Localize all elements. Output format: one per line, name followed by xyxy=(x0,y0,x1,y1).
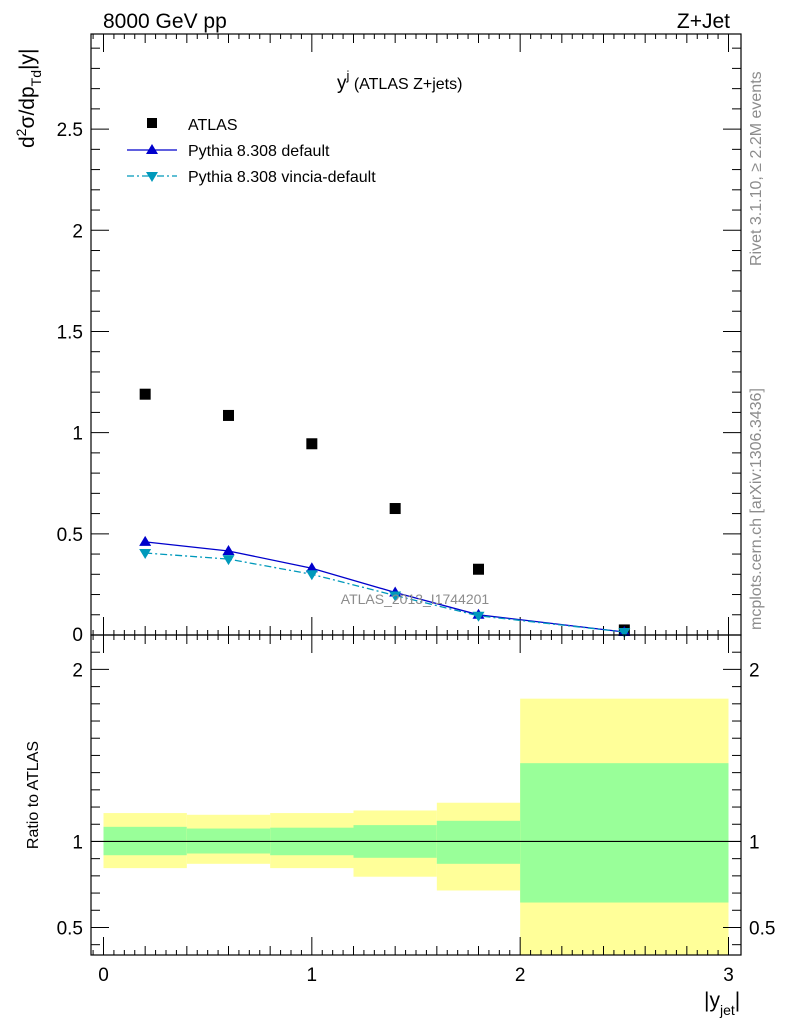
main-y-ticks: 0.5 1 1.5 2 2.5 0 xyxy=(57,47,741,646)
data-point-atlas xyxy=(139,388,151,400)
main-marks xyxy=(139,388,631,638)
legend: ATLAS Pythia 8.308 default Pythia 8.308 … xyxy=(127,117,376,186)
main-y-tick-label: 1 xyxy=(72,424,83,445)
rivet-label: Rivet 3.1.10, ≥ 2.2M events xyxy=(748,71,765,266)
stat-uncertainty-band xyxy=(436,820,521,864)
main-panel: 0.5 1 1.5 2 2.5 0 yj (ATLAS Z+jets) ATLAS_201… xyxy=(13,33,742,646)
legend-marker-vincia xyxy=(146,172,158,182)
legend-marker-atlas xyxy=(147,118,157,128)
ratio-y-tick-label: 0.5 xyxy=(57,918,83,939)
main-y-tick-label: 2 xyxy=(72,221,83,242)
data-point-atlas xyxy=(223,409,234,421)
ratio-y-tick-label-right: 2 xyxy=(749,660,760,681)
legend-label-default: Pythia 8.308 default xyxy=(188,143,330,160)
legend-marker-default xyxy=(146,144,158,154)
ratio-y-tick-label: 2 xyxy=(72,660,83,681)
data-point-default xyxy=(305,562,318,573)
data-point-default xyxy=(222,545,235,556)
ratio-y-axis-label: Ratio to ATLAS xyxy=(25,741,42,849)
data-point-atlas xyxy=(473,563,484,575)
x-tick-label: 3 xyxy=(723,965,734,986)
legend-label-vincia: Pythia 8.308 vincia-default xyxy=(188,169,376,186)
data-point-vincia xyxy=(139,549,152,560)
data-point-vincia xyxy=(305,570,318,581)
ratio-y-tick-label-right: 1 xyxy=(749,832,760,853)
x-axis-label: |yjet| xyxy=(704,989,740,1018)
data-point-vincia xyxy=(472,611,485,622)
data-point-vincia xyxy=(389,591,402,602)
data-point-atlas xyxy=(306,438,318,450)
ratio-y-tick-label-right: 0.5 xyxy=(749,918,775,939)
x-tick-label: 1 xyxy=(307,965,318,986)
data-point-default xyxy=(139,535,152,546)
x-tick-label: 2 xyxy=(515,965,526,986)
main-y-tick-label: 0.5 xyxy=(57,525,83,546)
data-point-vincia xyxy=(222,555,235,566)
mcplots-label: mcplots.cern.ch [arXiv:1306.3436] xyxy=(748,388,765,630)
main-y-tick-label: 1.5 xyxy=(57,322,83,343)
data-point-atlas xyxy=(389,503,401,515)
ratio-panel: 0.5 0.5 1 1 2 2 0 1 2 3 Ratio to ATLAS |yjet| xyxy=(25,634,775,1018)
series-line-1 xyxy=(145,541,625,633)
ratio-y-ticks: 0.5 0.5 1 1 2 2 xyxy=(57,651,775,946)
ratio-y-tick-label: 1 xyxy=(72,832,83,853)
legend-label-atlas: ATLAS xyxy=(188,117,238,134)
main-y-tick-label: 2.5 xyxy=(57,120,83,141)
stat-uncertainty-band xyxy=(520,763,729,903)
analysis-watermark: ATLAS_2013_I1744201 xyxy=(341,591,490,607)
data-point-vincia xyxy=(618,627,631,638)
plot-title: yj (ATLAS Z+jets) xyxy=(337,68,462,94)
main-y-axis-label: d2σ/dpTd|y| xyxy=(13,49,44,148)
main-y-tick-label-zero: 0 xyxy=(72,625,83,646)
header-right: Z+Jet xyxy=(677,10,730,33)
ratio-bands xyxy=(103,698,729,955)
ratio-x-ticks: 0 1 2 3 xyxy=(92,635,734,986)
series-line-2 xyxy=(145,552,625,633)
x-tick-label: 0 xyxy=(98,965,109,986)
header-left: 8000 GeV pp xyxy=(103,10,227,33)
